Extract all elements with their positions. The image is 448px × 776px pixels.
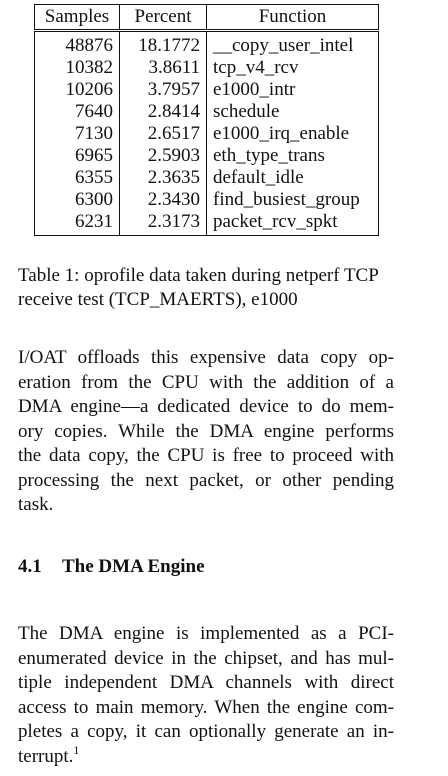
paragraph-line: The DMA engine is implemented as a PCI- bbox=[18, 623, 394, 644]
paragraph-line: ory copies. While the DMA engine perform… bbox=[18, 420, 394, 442]
table-row: 6231 2.3173 packet_rcv_spkt bbox=[34, 211, 379, 236]
section-title: The DMA Engine bbox=[62, 556, 205, 577]
cell-function: __copy_user_intel bbox=[206, 29, 379, 57]
cell-function: eth_type_trans bbox=[206, 145, 379, 167]
table-row: 7640 2.8414 schedule bbox=[34, 101, 379, 123]
caption-line: receive test (TCP_MAERTS), e1000 bbox=[18, 289, 298, 310]
column-header-function: Function bbox=[206, 4, 379, 31]
cell-percent: 18.1772 bbox=[119, 29, 207, 57]
cell-percent: 2.8414 bbox=[119, 101, 207, 123]
profile-table-container: Samples Percent Function 48876 18.1772 _… bbox=[34, 4, 379, 236]
body-paragraph-ioat: I/OAT offloads this expensive data copy … bbox=[18, 346, 394, 518]
cell-samples: 6965 bbox=[34, 145, 120, 167]
paragraph-line: pletes a copy, it can optionally generat… bbox=[18, 721, 394, 742]
section-heading: 4.1 The DMA Engine bbox=[18, 555, 205, 579]
cell-function: packet_rcv_spkt bbox=[206, 211, 379, 236]
table-row: 10206 3.7957 e1000_intr bbox=[34, 79, 379, 101]
cell-percent: 3.7957 bbox=[119, 79, 207, 101]
table-row: 48876 18.1772 __copy_user_intel bbox=[34, 29, 379, 57]
table-row: 6355 2.3635 default_idle bbox=[34, 167, 379, 189]
paragraph-line: enumerated device in the chipset, and ha… bbox=[18, 647, 394, 669]
paragraph-line: I/OAT offloads this expensive data copy … bbox=[18, 347, 394, 368]
cell-function: tcp_v4_rcv bbox=[206, 57, 379, 79]
table-body: 48876 18.1772 __copy_user_intel 10382 3.… bbox=[34, 29, 379, 236]
table-caption: Table 1: oprofile data taken during netp… bbox=[18, 264, 418, 312]
column-header-samples: Samples bbox=[34, 4, 120, 31]
paragraph-line: the data copy, the CPU is free to procee… bbox=[18, 445, 394, 466]
cell-percent: 2.5903 bbox=[119, 145, 207, 167]
cell-samples: 10206 bbox=[34, 79, 120, 101]
section-number: 4.1 bbox=[18, 556, 42, 577]
paragraph-line: task. bbox=[18, 494, 54, 515]
table-row: 6300 2.3430 find_busiest_group bbox=[34, 189, 379, 211]
cell-function: e1000_intr bbox=[206, 79, 379, 101]
cell-samples: 48876 bbox=[34, 29, 120, 57]
paragraph-line: DMA engine—a dedicated device to do mem- bbox=[18, 396, 394, 417]
cell-percent: 2.6517 bbox=[119, 123, 207, 145]
paragraph-line: tiple independent DMA channels with dire… bbox=[18, 672, 394, 693]
cell-function: schedule bbox=[206, 101, 379, 123]
cell-samples: 6300 bbox=[34, 189, 120, 211]
cell-function: e1000_irq_enable bbox=[206, 123, 379, 145]
cell-percent: 3.8611 bbox=[119, 57, 207, 79]
paragraph-line: access to main memory. When the engine c… bbox=[18, 696, 394, 718]
oprofile-table: Samples Percent Function 48876 18.1772 _… bbox=[34, 4, 379, 236]
table-header-row: Samples Percent Function bbox=[34, 4, 379, 31]
cell-percent: 2.3173 bbox=[119, 211, 207, 236]
column-header-percent: Percent bbox=[119, 4, 207, 31]
cell-percent: 2.3430 bbox=[119, 189, 207, 211]
cell-samples: 6231 bbox=[34, 211, 120, 236]
cell-samples: 7130 bbox=[34, 123, 120, 145]
table-header: Samples Percent Function bbox=[34, 4, 379, 31]
cell-function: find_busiest_group bbox=[206, 189, 379, 211]
cell-percent: 2.3635 bbox=[119, 167, 207, 189]
footnote-marker[interactable]: 1 bbox=[73, 742, 80, 757]
table-row: 7130 2.6517 e1000_irq_enable bbox=[34, 123, 379, 145]
cell-samples: 10382 bbox=[34, 57, 120, 79]
body-paragraph-dma-engine: The DMA engine is implemented as a PCI- … bbox=[18, 622, 394, 769]
paragraph-line-last: terrupt.1 bbox=[18, 742, 394, 770]
cell-samples: 7640 bbox=[34, 101, 120, 123]
paragraph-line: processing the next packet, or other pen… bbox=[18, 469, 394, 491]
caption-line: Table 1: oprofile data taken during netp… bbox=[18, 265, 379, 286]
cell-function: default_idle bbox=[206, 167, 379, 189]
paragraph-line: eration from the CPU with the addition o… bbox=[18, 371, 394, 393]
paragraph-line-text: terrupt. bbox=[18, 745, 74, 767]
table-row: 6965 2.5903 eth_type_trans bbox=[34, 145, 379, 167]
cell-samples: 6355 bbox=[34, 167, 120, 189]
table-row: 10382 3.8611 tcp_v4_rcv bbox=[34, 57, 379, 79]
